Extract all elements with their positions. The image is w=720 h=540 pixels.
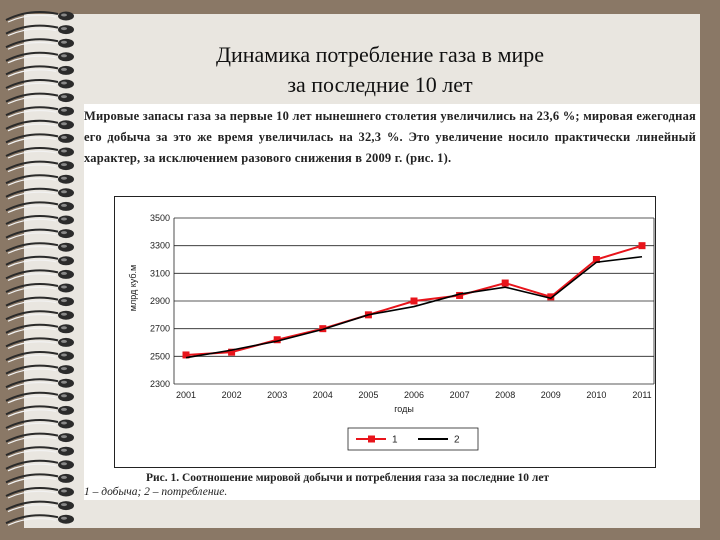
- data-point-series-1: [410, 297, 418, 305]
- legend-label-1: 1: [392, 435, 398, 446]
- x-tick-label: 2005: [358, 390, 378, 400]
- x-tick-label: 2004: [313, 390, 333, 400]
- spiral-ring: [5, 310, 74, 322]
- x-axis-label: годы: [394, 404, 414, 414]
- x-tick-label: 2008: [495, 390, 515, 400]
- y-tick-label: 3100: [150, 268, 170, 278]
- x-tick-label: 2001: [176, 390, 196, 400]
- spiral-ring: [5, 323, 74, 336]
- spiral-ring: [5, 283, 74, 295]
- spiral-ring: [5, 106, 74, 118]
- spiral-binding-decoration: [5, 11, 74, 526]
- spiral-ring: [5, 514, 74, 526]
- x-tick-label: 2009: [541, 390, 561, 400]
- data-point-series-1: [456, 291, 464, 299]
- spiral-ring: [5, 378, 74, 390]
- series-line-2: [185, 255, 643, 359]
- y-tick-label: 3500: [150, 213, 170, 223]
- spiral-ring: [5, 215, 74, 227]
- x-tick-label: 2002: [222, 390, 242, 400]
- spiral-ring: [5, 38, 74, 50]
- figure-legend-caption: 1 – добыча; 2 – потребление.: [84, 486, 228, 498]
- spiral-ring: [5, 391, 74, 404]
- y-tick-label: 3300: [150, 241, 170, 251]
- legend-marker-1: [368, 435, 375, 443]
- spiral-ring: [5, 228, 74, 241]
- x-tick-label: 2011: [632, 390, 651, 400]
- slide-title-line-2: за последние 10 лет: [287, 72, 473, 97]
- document-paragraph: Мировые запасы газа за первые 10 лет нын…: [84, 109, 696, 165]
- spiral-ring: [5, 160, 74, 173]
- spiral-ring: [5, 269, 74, 281]
- data-point-series-1: [592, 256, 600, 263]
- data-point-series-1: [638, 242, 646, 250]
- spiral-ring: [5, 24, 74, 37]
- spiral-ring: [5, 405, 74, 417]
- spiral-ring: [5, 432, 74, 445]
- data-point-series-1: [273, 336, 281, 344]
- spiral-ring: [5, 147, 74, 159]
- spiral-ring: [5, 473, 74, 485]
- spiral-ring: [5, 92, 74, 105]
- spiral-ring: [5, 459, 74, 472]
- legend-label-2: 2: [454, 435, 460, 446]
- y-tick-label: 2300: [150, 379, 170, 389]
- slide-title-line-1: Динамика потребление газа в мире: [215, 42, 545, 67]
- x-tick-label: 2003: [267, 390, 287, 400]
- line-chart: 3500 3300 3100 2900 2700 2500 2300 2001 2002 2003…: [128, 213, 655, 451]
- spiral-ring: [5, 487, 74, 499]
- spiral-ring: [5, 242, 74, 254]
- y-axis-label: млрд куб.м: [128, 265, 138, 311]
- spiral-ring: [5, 296, 74, 309]
- spiral-ring: [5, 500, 74, 513]
- y-tick-label: 2900: [150, 296, 170, 306]
- spiral-ring: [5, 255, 74, 268]
- spiral-ring: [5, 446, 74, 458]
- x-tick-label: 2010: [586, 390, 606, 400]
- spiral-ring: [5, 351, 74, 363]
- spiral-ring: [5, 11, 74, 23]
- data-point-series-1: [501, 279, 509, 287]
- data-point-series-1: [547, 293, 555, 301]
- figure-caption: Рис. 1. Соотношение мировой добычи и пот…: [146, 472, 550, 484]
- data-point-series-1: [228, 348, 236, 356]
- data-point-series-1: [182, 351, 190, 359]
- spiral-ring: [5, 65, 74, 77]
- spiral-ring: [5, 337, 74, 349]
- spiral-ring: [5, 79, 74, 91]
- spiral-ring: [5, 119, 74, 132]
- spiral-ring: [5, 187, 74, 200]
- spiral-ring: [5, 133, 74, 145]
- spiral-ring: [5, 364, 74, 377]
- y-tick-label: 2500: [150, 351, 170, 361]
- spiral-ring: [5, 174, 74, 186]
- slide-title: Динамика потребление газа в мире за посл…: [120, 40, 640, 100]
- spiral-ring: [5, 419, 74, 431]
- legend-box: [347, 427, 479, 451]
- y-tick-label: 2700: [150, 324, 170, 334]
- spiral-ring: [5, 51, 74, 64]
- spiral-ring: [5, 201, 74, 213]
- x-tick-label: 2007: [450, 390, 470, 400]
- chart-frame: [114, 196, 656, 468]
- x-tick-label: 2006: [404, 390, 424, 400]
